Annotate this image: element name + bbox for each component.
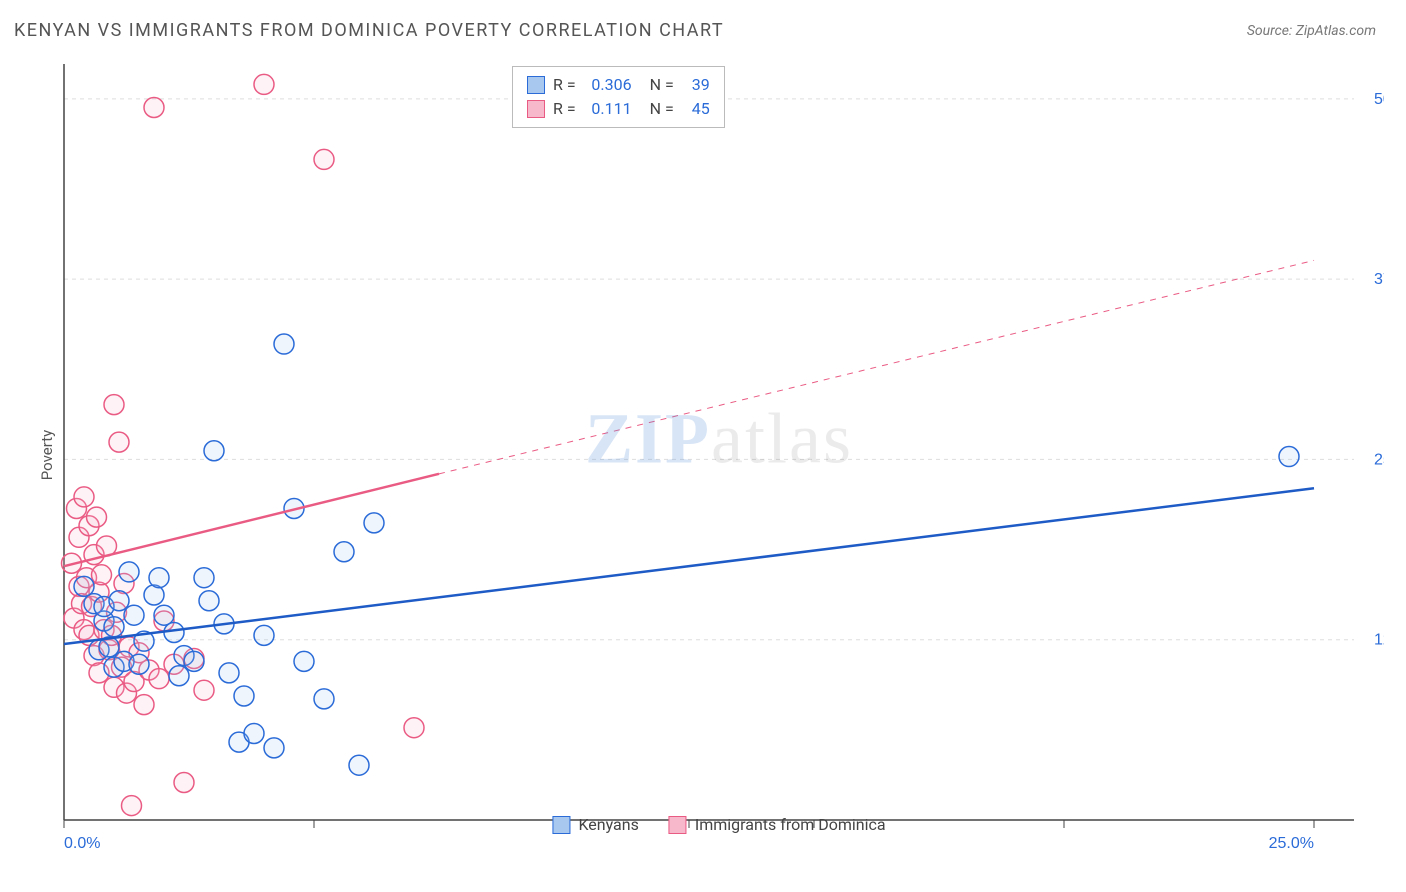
data-point <box>264 738 284 758</box>
data-point <box>349 755 369 775</box>
data-point <box>199 591 219 611</box>
source-label: Source: ZipAtlas.com <box>1247 23 1376 39</box>
data-point <box>254 625 274 645</box>
chart-title: KENYAN VS IMMIGRANTS FROM DOMINICA POVER… <box>14 20 724 41</box>
data-point <box>244 723 264 743</box>
plot-area: ZIPatlas 12.5% 25.0% 37.5% 50.0% 0.0% 25.0% R… <box>54 60 1384 850</box>
svg-text:12.5%: 12.5% <box>1374 632 1384 649</box>
chart-container: Poverty ZIPatlas 12.5%25.0%37.5%50.0%0.0… <box>14 60 1392 850</box>
svg-text:25.0%: 25.0% <box>1269 835 1314 850</box>
watermark-zip: ZIP <box>585 399 711 479</box>
legend-swatch <box>669 816 687 834</box>
data-point <box>174 773 194 793</box>
data-point <box>74 487 94 507</box>
data-point <box>169 666 189 686</box>
data-point <box>109 591 129 611</box>
data-point <box>314 149 334 169</box>
stats-row: R = 0.306 N = 39 <box>527 73 710 97</box>
data-point <box>87 507 107 527</box>
stat-r-value: 0.111 <box>584 97 632 121</box>
data-point <box>92 565 112 585</box>
stat-n-value: 39 <box>682 73 710 97</box>
svg-text:25.0%: 25.0% <box>1374 451 1384 468</box>
svg-text:37.5%: 37.5% <box>1374 271 1384 288</box>
data-point <box>149 568 169 588</box>
data-point <box>204 441 224 461</box>
data-point <box>144 98 164 118</box>
data-point <box>294 651 314 671</box>
data-point <box>119 562 139 582</box>
stats-row: R = 0.111 N = 45 <box>527 97 710 121</box>
data-point <box>334 542 354 562</box>
stat-r-value: 0.306 <box>584 73 632 97</box>
watermark: ZIPatlas <box>585 398 853 481</box>
data-point <box>219 663 239 683</box>
stat-n-value: 45 <box>682 97 710 121</box>
data-point <box>122 796 142 816</box>
data-point <box>1279 447 1299 467</box>
data-point <box>274 334 294 354</box>
data-point <box>234 686 254 706</box>
legend-label: Immigrants from Dominica <box>695 815 886 834</box>
data-point <box>109 432 129 452</box>
data-point <box>129 654 149 674</box>
stat-r-label: R = <box>553 97 576 121</box>
data-point <box>184 651 204 671</box>
series-swatch <box>527 100 545 118</box>
stat-n-label: N = <box>650 73 674 97</box>
stat-n-label: N = <box>650 97 674 121</box>
data-point <box>134 695 154 715</box>
data-point <box>314 689 334 709</box>
data-point <box>194 680 214 700</box>
data-point <box>104 617 124 637</box>
data-point <box>149 669 169 689</box>
legend-item: Kenyans <box>552 815 638 834</box>
trend-line <box>64 488 1314 644</box>
svg-text:0.0%: 0.0% <box>64 835 100 850</box>
correlation-stats-box: R = 0.306 N = 39 R = 0.111 N = 45 <box>512 66 725 128</box>
watermark-atlas: atlas <box>711 399 853 479</box>
data-point <box>124 605 144 625</box>
header: KENYAN VS IMMIGRANTS FROM DOMINICA POVER… <box>0 0 1406 51</box>
svg-text:50.0%: 50.0% <box>1374 91 1384 108</box>
legend: Kenyans Immigrants from Dominica <box>552 815 885 834</box>
trend-line-extrapolated <box>439 260 1314 473</box>
legend-swatch <box>552 816 570 834</box>
legend-label: Kenyans <box>578 815 638 834</box>
series-swatch <box>527 76 545 94</box>
data-point <box>254 74 274 94</box>
data-point <box>104 395 124 415</box>
data-point <box>404 718 424 738</box>
stat-r-label: R = <box>553 73 576 97</box>
data-point <box>364 513 384 533</box>
legend-item: Immigrants from Dominica <box>669 815 886 834</box>
data-point <box>164 623 184 643</box>
data-point <box>194 568 214 588</box>
